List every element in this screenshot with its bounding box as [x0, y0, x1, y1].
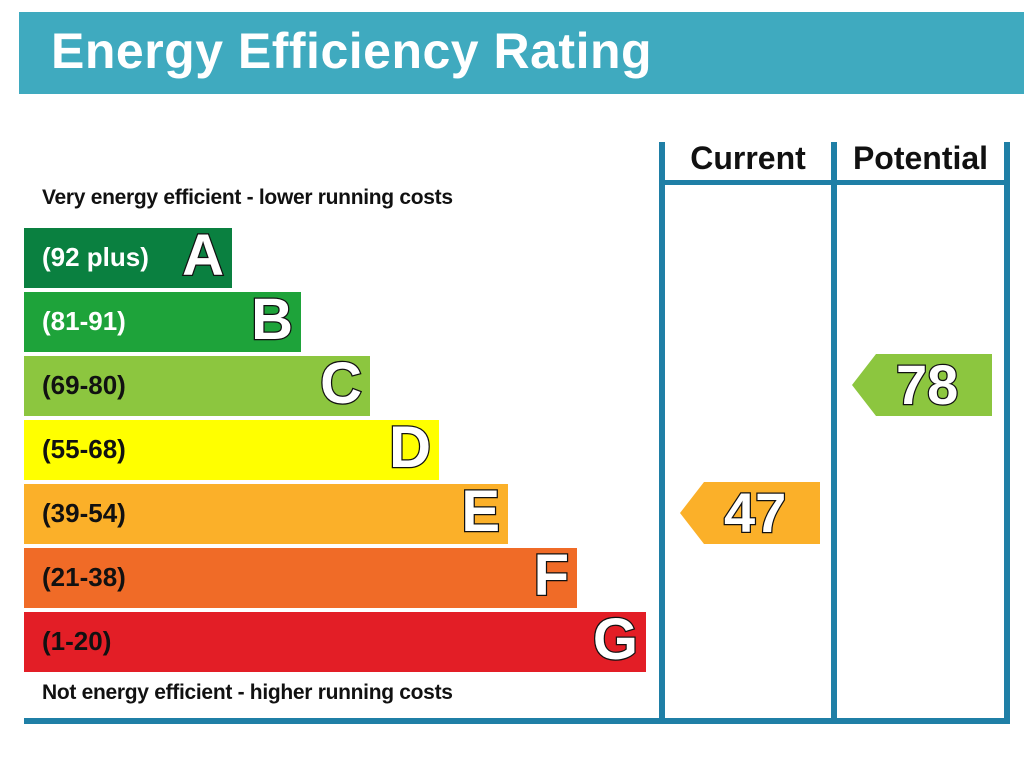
arrow-body [852, 354, 992, 416]
band-range-label: (1-20) [42, 626, 112, 656]
column-divider-middle [831, 142, 837, 720]
column-header-rule [659, 180, 1010, 185]
band-e: (39-54) E [24, 479, 508, 544]
band-range-label: (81-91) [42, 306, 126, 336]
band-letter: E [460, 479, 501, 544]
column-header-current: Current [690, 140, 806, 176]
title-bar: Energy Efficiency Rating [19, 12, 1024, 94]
arrow-body [680, 482, 820, 544]
band-range-label: (69-80) [42, 370, 126, 400]
rating-arrow-current: 47 [680, 482, 820, 544]
band-letter: C [319, 351, 363, 416]
band-b: (81-91) B [24, 287, 301, 352]
rating-arrow-potential: 78 [852, 354, 992, 416]
top-description: Very energy efficient - lower running co… [42, 186, 453, 209]
rating-value: 78 [895, 353, 960, 416]
band-a: (92 plus) A [24, 223, 232, 288]
band-letter: G [592, 607, 640, 672]
band-f: (21-38) F [24, 543, 577, 608]
band-range-label: (21-38) [42, 562, 126, 592]
chart-title: Energy Efficiency Rating [51, 23, 653, 79]
band-letter: B [250, 287, 294, 352]
band-letter: F [532, 543, 570, 608]
bottom-description: Not energy efficient - higher running co… [42, 681, 453, 704]
band-letter: D [388, 415, 432, 480]
column-header-potential: Potential [852, 140, 989, 176]
band-range-label: (92 plus) [42, 242, 149, 272]
column-divider-right [1004, 142, 1010, 720]
column-divider-left [659, 142, 665, 720]
band-d: (55-68) D [24, 415, 439, 480]
band-c: (69-80) C [24, 351, 370, 416]
band-range-label: (55-68) [42, 434, 126, 464]
band-letter: A [181, 223, 225, 288]
rating-value: 47 [723, 481, 788, 544]
band-g: (1-20) G [24, 607, 646, 672]
band-range-label: (39-54) [42, 498, 126, 528]
bottom-rule [24, 718, 1010, 724]
